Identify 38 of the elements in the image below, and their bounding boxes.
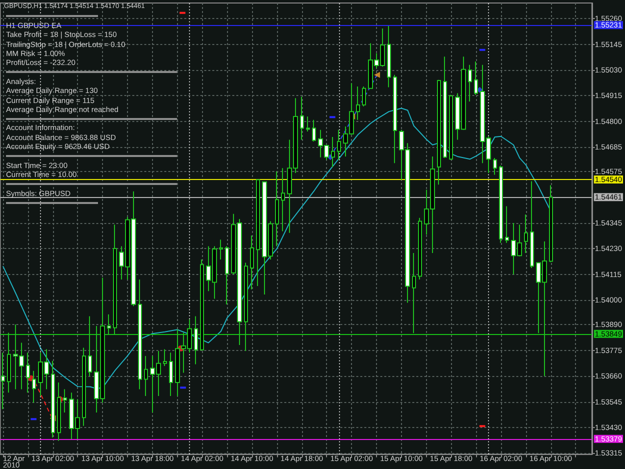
candlestick	[524, 214, 528, 254]
candlestick	[468, 64, 472, 102]
candlestick	[312, 119, 316, 142]
candlestick	[275, 170, 279, 247]
candlestick	[437, 79, 441, 186]
candlestick	[449, 94, 453, 160]
candlestick	[306, 116, 310, 132]
candlestick	[169, 352, 173, 396]
candlestick	[51, 360, 55, 438]
candlestick	[337, 129, 341, 160]
candlestick	[32, 370, 36, 404]
candlestick	[26, 352, 30, 394]
candlestick	[331, 136, 335, 168]
candlestick	[225, 246, 229, 305]
candlestick	[443, 56, 447, 159]
point	[374, 72, 380, 78]
candlestick	[256, 179, 260, 287]
candlestick	[387, 26, 391, 88]
candlestick	[63, 388, 67, 413]
candlestick	[505, 206, 509, 244]
candlestick	[163, 348, 167, 367]
candlestick	[418, 217, 422, 280]
candlestick	[219, 239, 223, 260]
line-series	[2, 108, 552, 390]
candlestick	[549, 184, 553, 263]
candlestick	[474, 61, 478, 96]
candlestick	[281, 168, 285, 232]
candlestick	[530, 180, 534, 268]
candlestick	[362, 86, 366, 107]
candlestick	[499, 165, 503, 244]
candlestick	[1, 352, 5, 410]
candlestick	[250, 235, 254, 290]
candlestick	[82, 347, 86, 426]
candlestick	[493, 158, 497, 176]
candlestick	[300, 96, 304, 140]
candlestick	[356, 86, 360, 120]
candlestick	[393, 74, 397, 164]
candlestick	[144, 355, 148, 396]
